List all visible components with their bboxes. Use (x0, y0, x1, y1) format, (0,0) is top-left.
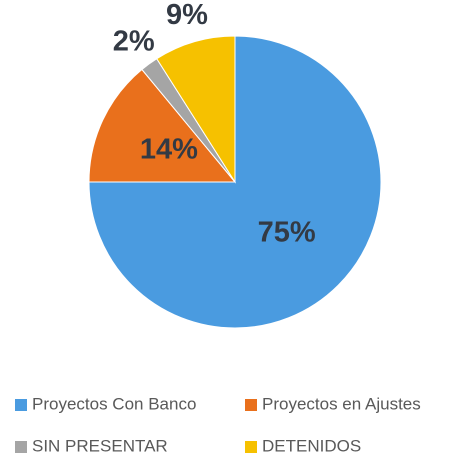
pie-slice (156, 35, 236, 184)
legend-label: SIN PRESENTAR (32, 436, 168, 455)
data-label: 75% (258, 216, 316, 248)
legend-swatch (245, 399, 257, 411)
legend-swatch (245, 441, 257, 453)
data-label: 14% (140, 134, 198, 166)
legend-label: Proyectos Con Banco (32, 394, 196, 413)
legend-swatch (15, 399, 27, 411)
legend-label: Proyectos en Ajustes (262, 394, 421, 413)
pie-slice (88, 68, 237, 183)
data-label: 9% (166, 0, 208, 31)
legend-label: DETENIDOS (262, 436, 361, 455)
legend-swatch (15, 441, 27, 453)
data-label: 2% (113, 25, 155, 57)
